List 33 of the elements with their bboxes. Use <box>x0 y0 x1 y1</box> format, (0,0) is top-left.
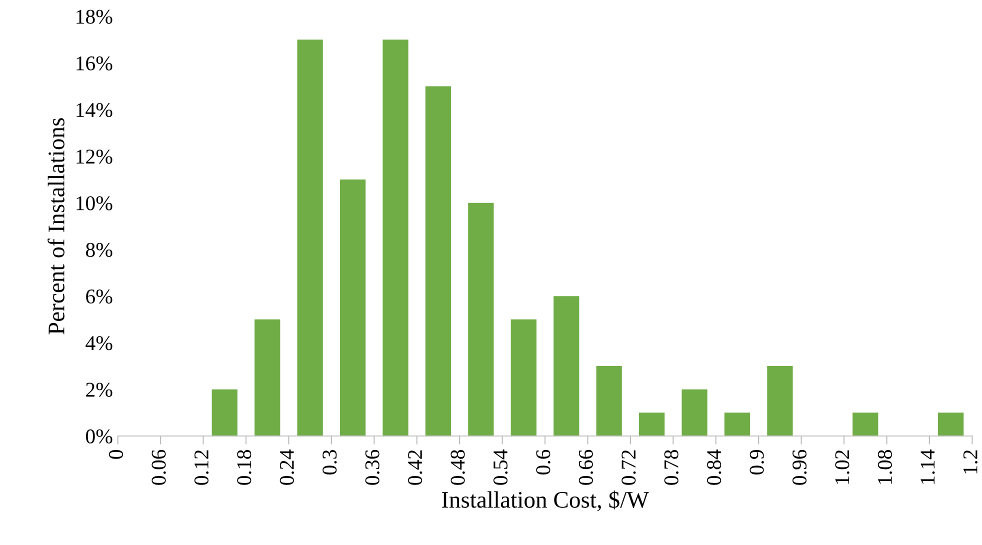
x-tick-label: 0.66 <box>578 450 594 485</box>
x-tick-label: 1.08 <box>878 450 892 484</box>
y-tick-label: 0% <box>86 429 112 444</box>
x-tick-label: 1.2 <box>963 450 978 474</box>
x-tick-label: 0.9 <box>750 450 764 474</box>
y-axis-title: Percent of Installations <box>48 118 64 334</box>
y-tick-label: 8% <box>86 242 112 257</box>
x-tick-label: 0.12 <box>194 450 209 485</box>
x-tick-label: 0.18 <box>237 450 252 485</box>
x-tick-label: 1.14 <box>920 450 935 484</box>
y-tick-label: 16% <box>76 56 112 70</box>
x-tick-label: 0.72 <box>622 450 636 485</box>
x-tick-label: 0.36 <box>365 450 380 485</box>
y-tick-label: 4% <box>86 336 112 350</box>
x-axis-title: Installation Cost, $/W <box>442 490 649 512</box>
x-tick-label: 0.6 <box>536 450 550 474</box>
x-tick-label: 0.84 <box>707 450 722 485</box>
x-tick-label: 1.02 <box>835 450 850 484</box>
x-tick-label: 0.06 <box>152 450 166 485</box>
y-tick-label: 10% <box>76 196 112 210</box>
x-tick-label: 0.96 <box>792 450 807 485</box>
x-tick-label: 0.3 <box>322 450 337 474</box>
y-tick-label: 18% <box>76 10 112 24</box>
y-tick-label: 12% <box>76 150 112 164</box>
y-tick-label: 6% <box>86 289 112 304</box>
x-tick-label: 0.48 <box>450 450 465 485</box>
x-tick-label: 0.24 <box>280 450 294 485</box>
y-tick-label: 2% <box>86 382 112 397</box>
x-tick-label: 0.78 <box>664 450 678 485</box>
x-tick-label: 0.54 <box>493 450 508 485</box>
x-tick-label: 0 <box>108 450 124 459</box>
x-tick-label: 0.42 <box>408 450 422 485</box>
y-tick-label: 14% <box>76 102 112 118</box>
